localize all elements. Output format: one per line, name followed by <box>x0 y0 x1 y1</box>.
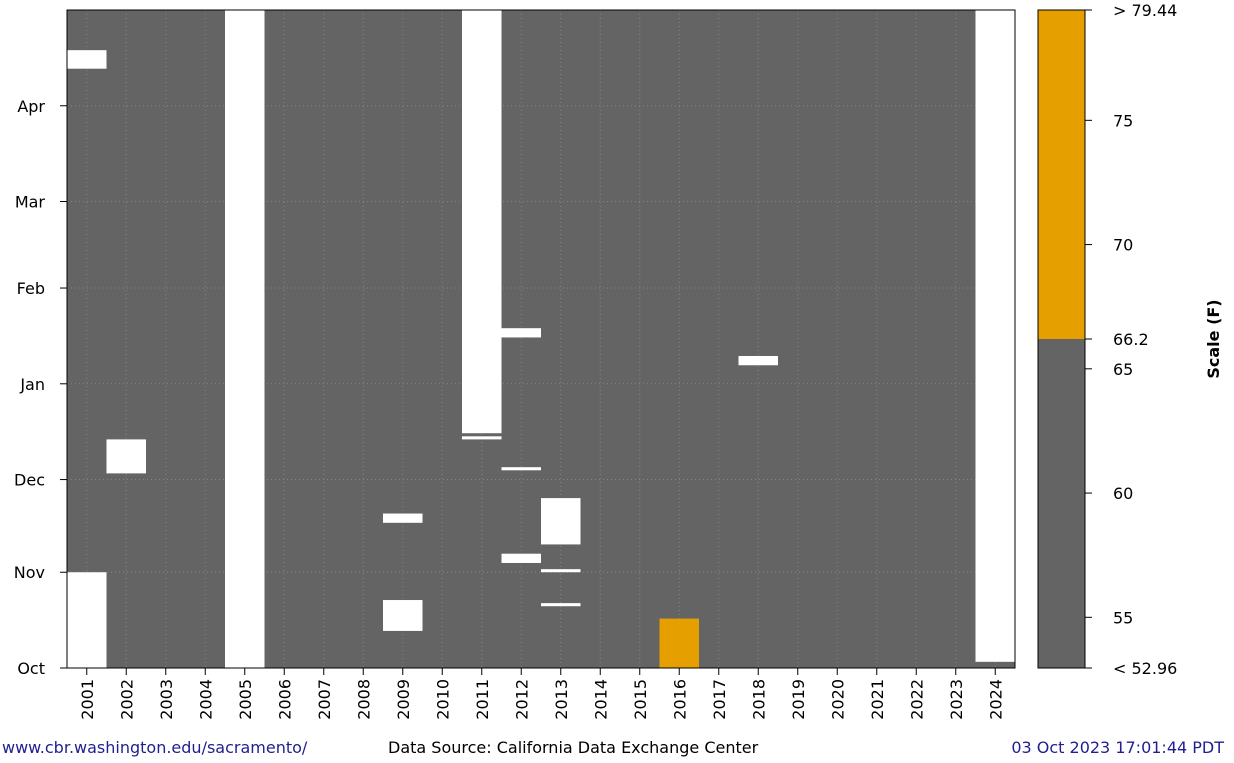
heatmap-cell <box>462 10 502 434</box>
x-tick-label: 2004 <box>196 679 215 720</box>
x-tick-label: 2013 <box>552 679 571 720</box>
x-tick-label: 2008 <box>354 679 373 720</box>
heatmap-cell <box>67 572 107 668</box>
heatmap-cell <box>659 618 699 668</box>
x-tick-label: 2011 <box>473 679 492 720</box>
x-tick-label: 2019 <box>789 679 808 720</box>
colorbar-tick-label: 70 <box>1113 236 1133 255</box>
colorbar-tick-label: 66.2 <box>1113 330 1149 349</box>
heatmap-cell <box>383 600 423 631</box>
heatmap-cell <box>225 10 265 668</box>
x-tick-label: 2024 <box>986 679 1005 720</box>
x-tick-label: 2017 <box>710 679 729 720</box>
heatmap-cell <box>541 569 581 573</box>
x-tick-label: 2002 <box>117 679 136 720</box>
x-tick-label: 2012 <box>512 679 531 720</box>
x-tick-label: 2015 <box>631 679 650 720</box>
x-tick-label: 2010 <box>433 679 452 720</box>
heatmap-cell <box>383 513 423 523</box>
colorbar-high-segment <box>1038 10 1085 339</box>
y-tick-label: Feb <box>17 279 45 298</box>
x-tick-label: 2007 <box>315 679 334 720</box>
x-tick-label: 2014 <box>591 679 610 720</box>
heatmap-cell <box>462 436 502 440</box>
chart: Oct Nov Dec Jan Feb Mar Apr 2001 2002 2003 2004 200… <box>14 1 1223 720</box>
plot-frame <box>66 9 1016 669</box>
colorbar: > 79.44 < 52.96 55 60 65 66.2 70 75 Scale (F) <box>1037 1 1223 678</box>
y-tick-label: Oct <box>17 659 45 678</box>
x-tick-label: 2016 <box>670 679 689 720</box>
x-tick-label: 2018 <box>749 679 768 720</box>
heatmap-cell <box>106 439 146 474</box>
colorbar-tick-label: 55 <box>1113 608 1133 627</box>
x-tick-label: 2023 <box>947 679 966 720</box>
colorbar-tick-label: > 79.44 <box>1113 1 1177 20</box>
y-tick-label: Mar <box>15 193 46 212</box>
x-tick-label: 2021 <box>868 679 887 720</box>
heatmap-cell <box>501 328 541 338</box>
heatmap-cell <box>738 355 778 366</box>
heatmap-cell <box>67 50 107 69</box>
footer-timestamp: 03 Oct 2023 17:01:44 PDT <box>1011 738 1224 757</box>
colorbar-low-segment <box>1038 339 1085 668</box>
colorbar-tick-label: 75 <box>1113 111 1133 130</box>
heatmap-plot: Oct Nov Dec Jan Feb Mar Apr 2001 2002 2003 2004 200… <box>14 9 1016 720</box>
x-tick-label: 2009 <box>394 679 413 720</box>
y-tick-label: Jan <box>19 375 45 394</box>
y-tick-label: Nov <box>14 563 45 582</box>
x-tick-label: 2020 <box>828 679 847 720</box>
x-tick-label: 2003 <box>157 679 176 720</box>
footer-url-link[interactable]: www.cbr.washington.edu/sacramento/ <box>2 738 308 757</box>
heatmap-cell <box>501 553 541 563</box>
x-tick-label: 2001 <box>78 679 97 720</box>
colorbar-tick-label: < 52.96 <box>1113 659 1177 678</box>
y-tick-label: Dec <box>14 471 45 490</box>
colorbar-tick-label: 65 <box>1113 360 1133 379</box>
x-tick-label: 2005 <box>236 679 255 720</box>
heatmap-cell <box>975 10 1015 662</box>
colorbar-tick-label: 60 <box>1113 484 1133 503</box>
x-tick-label: 2022 <box>907 679 926 720</box>
heatmap-cell <box>541 498 581 545</box>
heatmap-cell <box>541 603 581 607</box>
heatmap-cell <box>501 467 541 471</box>
footer-data-source: Data Source: California Data Exchange Ce… <box>388 738 759 757</box>
x-tick-label: 2006 <box>275 679 294 720</box>
colorbar-title: Scale (F) <box>1204 299 1223 378</box>
y-tick-label: Apr <box>17 97 45 116</box>
